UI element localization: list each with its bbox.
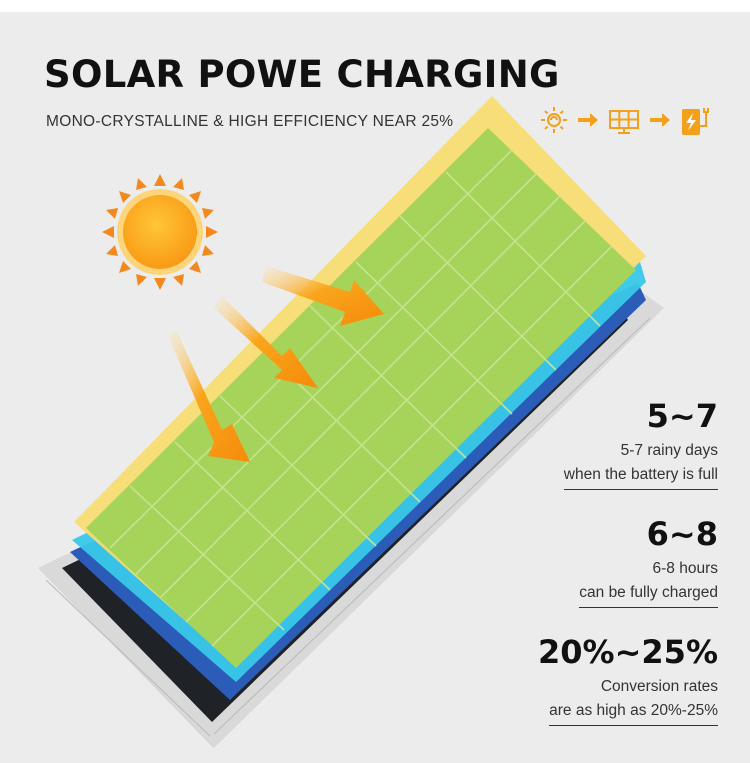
stat-detail: are as high as 20%-25% [549, 702, 718, 726]
panel-green-surface [86, 128, 636, 668]
process-flow [541, 107, 709, 135]
stat-value: 6~8 [646, 515, 718, 553]
solar-panel-icon [609, 110, 639, 134]
panel-frame-edge [38, 568, 214, 748]
stat-detail: when the battery is full [563, 466, 718, 490]
stat-value: 20%~25% [538, 633, 718, 671]
sunlight-arrow [262, 266, 384, 326]
sunlight-arrows [168, 266, 384, 462]
sunlight-arrow [168, 330, 250, 462]
sunlight-arrow [214, 296, 318, 388]
sun-icon [541, 107, 567, 133]
stat-caption: 5-7 rainy days [620, 442, 718, 459]
sun-icon [102, 174, 218, 290]
stat-charge-hours: 6~8 6-8 hours can be fully charged [579, 516, 718, 608]
stat-caption: 6-8 hours [652, 560, 718, 577]
charging-battery-icon [682, 108, 709, 135]
solar-panel [38, 96, 664, 748]
stat-detail: can be fully charged [579, 584, 718, 608]
arrow-right-icon [650, 113, 670, 127]
stat-conversion-rate: 20%~25% Conversion rates are as high as … [538, 634, 718, 726]
page-title: SOLAR POWE CHARGING [44, 53, 560, 96]
stat-value: 5~7 [646, 397, 718, 435]
arrow-right-icon [578, 113, 598, 127]
stat-rainy-days: 5~7 5-7 rainy days when the battery is f… [563, 397, 718, 490]
page-subtitle: MONO-CRYSTALLINE & HIGH EFFICIENCY NEAR … [46, 113, 454, 130]
stat-caption: Conversion rates [600, 678, 718, 695]
panel-grid-lines [109, 149, 613, 647]
panel-frame-ridge [45, 317, 651, 737]
